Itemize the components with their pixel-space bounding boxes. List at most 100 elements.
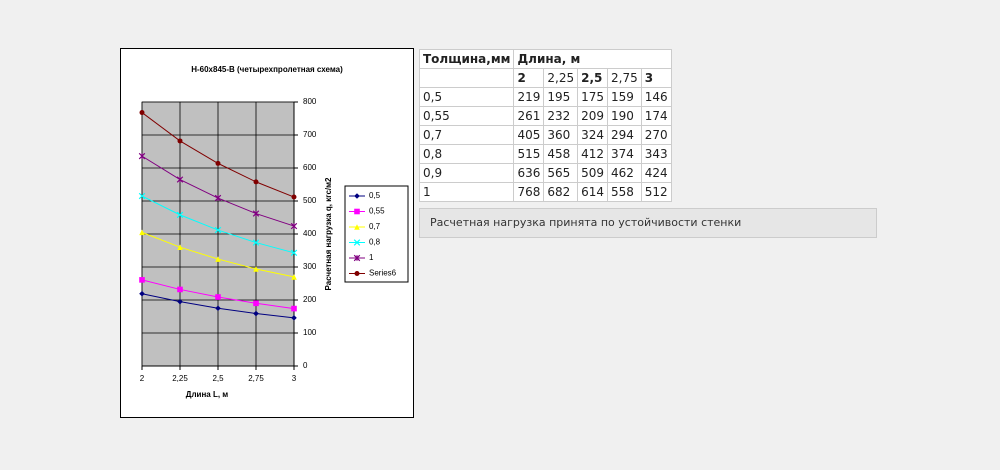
value-cell: 512 xyxy=(640,182,672,202)
value-cell: 175 xyxy=(577,87,608,107)
value-cell: 146 xyxy=(640,87,672,107)
value-cell: 195 xyxy=(543,87,579,107)
marker xyxy=(252,239,260,246)
marker xyxy=(177,286,183,293)
value-cell: 270 xyxy=(640,125,672,145)
marker xyxy=(138,192,146,200)
marker xyxy=(214,226,222,234)
marker xyxy=(290,249,298,257)
value-cell: 462 xyxy=(607,163,642,183)
table-row: 0,8 515 458 412 374 343 xyxy=(418,144,672,164)
y-tick-label: 300 xyxy=(303,262,317,271)
table-row: 1 768 682 614 558 512 xyxy=(418,182,672,202)
marker xyxy=(139,110,145,116)
marker xyxy=(214,194,222,202)
value-cell: 405 xyxy=(513,125,545,145)
marker xyxy=(139,277,145,283)
value-cell: 412 xyxy=(577,144,608,164)
value-cell: 636 xyxy=(513,163,545,183)
length-cell: 2,5 xyxy=(577,68,608,88)
value-cell: 190 xyxy=(607,106,642,126)
marker xyxy=(139,229,145,236)
marker xyxy=(291,305,297,312)
empty-cell xyxy=(418,68,515,88)
header-row: Толщина,мм Длина, м xyxy=(418,49,672,69)
table-row: 0,55 261 232 209 190 174 xyxy=(418,106,672,126)
legend-label: 0,7 xyxy=(369,222,381,231)
value-cell: 174 xyxy=(640,106,672,126)
marker xyxy=(252,210,260,217)
table-row: 0,5 219 195 175 159 146 xyxy=(418,87,672,107)
thickness-cell: 0,8 xyxy=(418,144,515,164)
y-tick-label: 500 xyxy=(303,196,317,205)
y-tick-label: 800 xyxy=(303,97,317,106)
value-cell: 294 xyxy=(607,125,642,145)
value-cell: 768 xyxy=(513,182,545,202)
length-cell: 3 xyxy=(640,68,672,88)
value-cell: 515 xyxy=(513,144,545,164)
thickness-cell: 0,7 xyxy=(418,125,515,145)
x-tick-label: 2 xyxy=(140,374,145,383)
value-cell: 374 xyxy=(607,144,642,164)
marker xyxy=(253,266,259,272)
value-cell: 558 xyxy=(607,182,642,202)
length-cell: 2,75 xyxy=(607,68,642,88)
x-tick-label: 3 xyxy=(292,374,297,383)
value-cell: 682 xyxy=(543,182,579,202)
marker xyxy=(354,224,360,230)
value-cell: 614 xyxy=(577,182,608,202)
value-cell: 343 xyxy=(640,144,672,164)
length-cell: 2,25 xyxy=(543,68,579,88)
marker xyxy=(353,254,361,262)
length-row: 2 2,25 2,5 2,75 3 xyxy=(418,68,672,88)
marker xyxy=(139,290,145,297)
thickness-cell: 0,55 xyxy=(418,106,515,126)
legend-label: 0,8 xyxy=(369,238,381,247)
marker xyxy=(177,298,183,305)
legend-box xyxy=(344,185,409,283)
y-tick-label: 0 xyxy=(303,361,308,370)
thickness-cell: 0,9 xyxy=(418,163,515,183)
marker xyxy=(253,300,259,307)
value-cell: 424 xyxy=(640,163,672,183)
marker xyxy=(177,138,183,144)
marker xyxy=(353,239,361,246)
y-tick-label: 400 xyxy=(303,229,317,238)
table-row: 0,7 405 360 324 294 270 xyxy=(418,125,672,145)
legend-label: 1 xyxy=(369,253,374,262)
marker xyxy=(215,160,221,166)
marker xyxy=(291,274,297,280)
marker xyxy=(354,193,360,199)
thickness-cell: 1 xyxy=(418,182,515,202)
header-cell: Толщина,мм xyxy=(418,49,515,69)
value-cell: 360 xyxy=(543,125,579,145)
length-cell: 2 xyxy=(513,68,545,88)
value-cell: 219 xyxy=(513,87,545,107)
legend-label: 0,55 xyxy=(369,207,385,216)
value-cell: 565 xyxy=(543,163,579,183)
marker xyxy=(291,194,297,200)
y-tick-label: 200 xyxy=(303,295,317,304)
header-cell: Длина, м xyxy=(513,49,672,69)
data-table: Толщина,мм Длина, м 2 2,25 2,5 2,75 3 0,5 219 195… xyxy=(418,49,672,202)
value-cell: 209 xyxy=(577,106,608,126)
marker xyxy=(290,222,298,230)
x-tick-label: 2,5 xyxy=(212,374,224,383)
chart-title: Н-60х845-В (четырехпролетная схема) xyxy=(191,65,343,74)
legend-label: 0,5 xyxy=(369,191,381,200)
marker xyxy=(138,152,146,160)
note: Расчетная нагрузка принята по устойчивос… xyxy=(419,208,877,238)
x-axis-label: Длина L, м xyxy=(186,390,229,399)
marker xyxy=(176,176,184,183)
value-cell: 509 xyxy=(577,163,608,183)
legend-label: Series6 xyxy=(369,269,397,278)
x-tick-label: 2,25 xyxy=(172,374,188,383)
value-cell: 324 xyxy=(577,125,608,145)
y-tick-label: 100 xyxy=(303,328,317,337)
marker xyxy=(215,294,221,300)
y-tick-label: 700 xyxy=(303,130,317,139)
marker xyxy=(253,179,259,185)
marker xyxy=(253,310,259,317)
value-cell: 458 xyxy=(543,144,579,164)
